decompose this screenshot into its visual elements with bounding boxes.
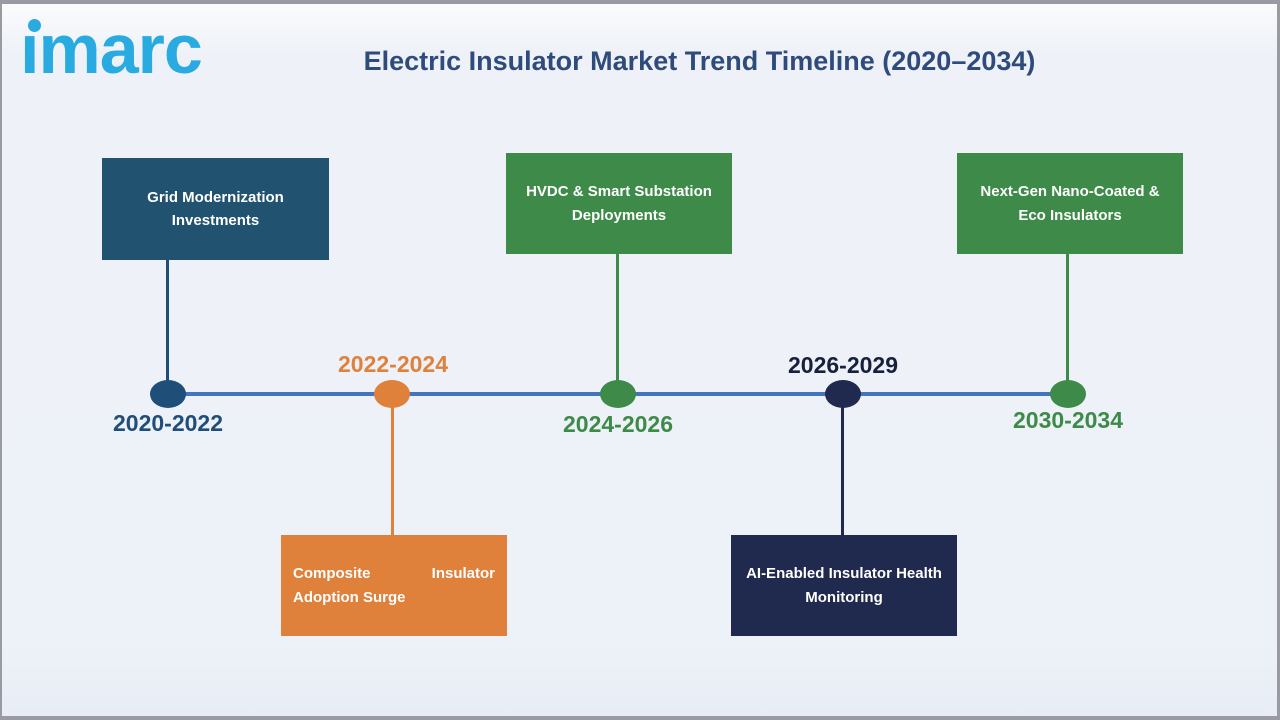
event-connector-3 [616,254,619,382]
event-box-label: Composite Insulator Adoption Surge [293,565,495,606]
event-box-label: Grid Modernization Investments [147,188,284,229]
event-connector-2 [391,406,394,535]
timeline-node-2022-2024 [374,380,410,408]
event-box-ai-monitoring: AI-Enabled Insulator Health Monitoring [731,535,957,636]
timeline-node-2024-2026 [600,380,636,408]
timeline-node-2020-2022 [150,380,186,408]
event-connector-5 [1066,254,1069,382]
event-period-2: 2022-2024 [338,351,448,377]
event-box-composite-insulator: Composite Insulator Adoption Surge [281,535,507,636]
event-connector-1 [166,260,169,382]
event-box-nano-coated: Next-Gen Nano-Coated & Eco Insulators [957,153,1183,254]
event-connector-4 [841,406,844,535]
timeline-node-2026-2029 [825,380,861,408]
imarc-logo-text: ımarc [20,10,203,88]
timeline-node-2030-2034 [1050,380,1086,408]
event-period-1: 2020-2022 [113,410,223,436]
event-box-label: AI-Enabled Insulator Health Monitoring [746,565,942,606]
imarc-logo: ımarc [20,10,240,90]
page-title: Electric Insulator Market Trend Timeline… [363,46,1036,76]
event-box-hvdc-substation: HVDC & Smart Substation Deployments [506,153,732,254]
event-period-4: 2026-2029 [788,352,898,378]
event-box-grid-modernization: Grid Modernization Investments [102,158,329,260]
event-period-3: 2024-2026 [563,411,673,437]
logo-dot-icon [28,19,41,32]
event-box-label: HVDC & Smart Substation Deployments [526,183,712,224]
event-box-label: Next-Gen Nano-Coated & Eco Insulators [980,183,1160,224]
event-period-5: 2030-2034 [1013,407,1123,433]
